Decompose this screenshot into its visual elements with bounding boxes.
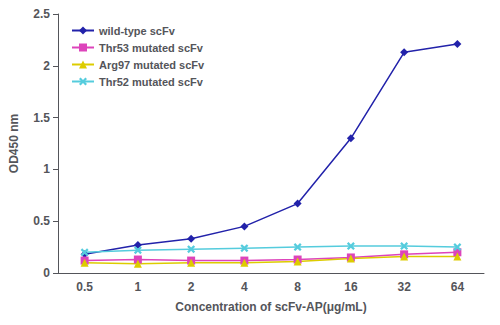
svg-text:4: 4 — [241, 280, 248, 294]
svg-text:2: 2 — [43, 59, 50, 73]
svg-text:0: 0 — [43, 266, 50, 280]
svg-text:1: 1 — [135, 280, 142, 294]
svg-text:1.5: 1.5 — [33, 111, 50, 125]
svg-text:Arg97 mutated scFv: Arg97 mutated scFv — [99, 59, 205, 71]
svg-text:Concentration of scFv-AP(μg/mL: Concentration of scFv-AP(μg/mL) — [175, 300, 366, 314]
svg-text:Thr52 mutated scFv: Thr52 mutated scFv — [99, 76, 204, 88]
svg-text:64: 64 — [451, 280, 465, 294]
svg-text:wild-type scFv: wild-type scFv — [98, 25, 176, 37]
svg-text:32: 32 — [397, 280, 411, 294]
svg-text:Thr53 mutated scFv: Thr53 mutated scFv — [99, 42, 204, 54]
svg-text:1: 1 — [43, 162, 50, 176]
svg-text:0.5: 0.5 — [76, 280, 93, 294]
svg-text:OD450 nm: OD450 nm — [7, 114, 21, 173]
svg-text:2.5: 2.5 — [33, 7, 50, 21]
svg-text:2: 2 — [188, 280, 195, 294]
svg-text:0.5: 0.5 — [33, 214, 50, 228]
svg-text:16: 16 — [344, 280, 358, 294]
svg-text:8: 8 — [294, 280, 301, 294]
